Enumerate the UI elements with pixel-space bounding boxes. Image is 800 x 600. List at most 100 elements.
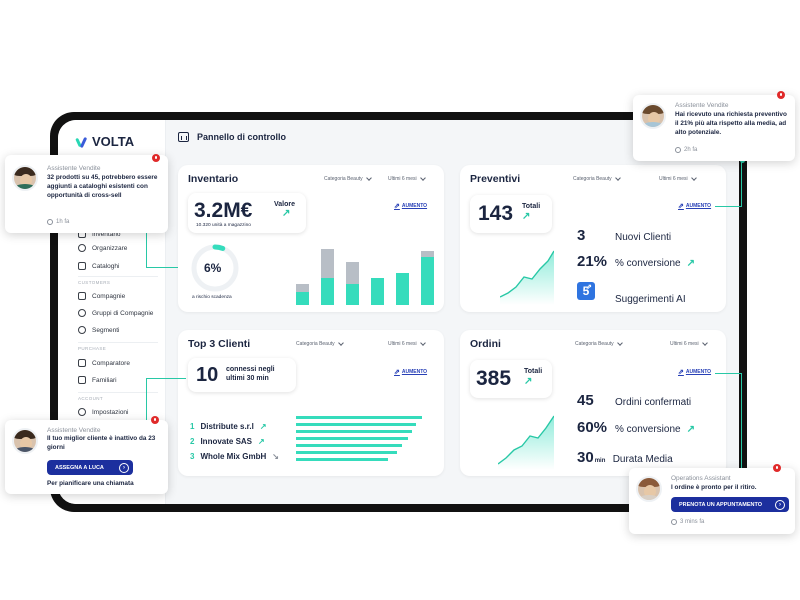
risk-percent: 6% <box>204 261 222 275</box>
period-filter[interactable]: Ultimi 6 mesi <box>388 175 426 182</box>
sidebar-item-label: Impostazioni <box>92 408 129 416</box>
trend-link[interactable]: ⇗ AUMENTO <box>678 202 711 210</box>
notification-sender: Assistente Vendite <box>47 165 101 172</box>
trend-link[interactable]: ⇗ AUMENTO <box>394 368 427 376</box>
metric-row: 60% % conversione ↗ <box>577 419 695 436</box>
sidebar-item-comparatore[interactable]: Comparatore <box>78 359 130 367</box>
book-appointment-button[interactable]: PRENOTA UN APPUNTAMENTO › <box>671 497 789 512</box>
category-filter[interactable]: Categoria Beauty <box>324 175 372 182</box>
sidebar-item-label: Segmenti <box>92 326 120 334</box>
group-icon <box>78 309 86 317</box>
top-clienti-card: Top 3 Clienti Categoria Beauty Ultimi 6 … <box>178 330 444 476</box>
sidebar-item-label: Inventario <box>92 230 121 238</box>
client-row[interactable]: 2 Innovate SAS ↗ <box>190 437 265 446</box>
category-filter[interactable]: Categoria Beauty <box>296 340 344 347</box>
bar-segment-other <box>421 250 434 257</box>
notification-time: 3 mins fa <box>671 519 704 525</box>
total-label: Totali <box>524 368 543 375</box>
app-name: VOLTA <box>92 134 135 149</box>
metric-label: % conversione <box>615 424 681 435</box>
metric-value: 60% <box>577 419 608 436</box>
assign-button[interactable]: ASSEGNA A LUCA › <box>47 460 133 475</box>
arrow-up-right-icon: ↗ <box>258 437 265 446</box>
dashboard-icon <box>178 132 189 142</box>
notification-card[interactable]: Assistente Vendite 32 prodotti su 45, po… <box>5 154 168 233</box>
card-title: Inventario <box>188 173 239 185</box>
bar-segment-main <box>396 273 409 305</box>
notification-sender: Operations Assistant <box>671 475 731 482</box>
chevron-down-icon <box>690 175 697 181</box>
metric-row: 21% % conversione ↗ <box>577 253 695 270</box>
period-filter[interactable]: Ultimi 6 mesi <box>659 175 697 182</box>
metric-value: 21% <box>577 253 608 270</box>
family-icon <box>78 376 86 384</box>
arrow-up-right-icon: ↗ <box>259 422 267 431</box>
notification-card[interactable]: Assistente Vendite Il tuo miglior client… <box>5 416 168 494</box>
connected-box: 10 connessi negli ultimi 30 min <box>188 358 296 392</box>
ai-badge: 5 ⇗ <box>577 282 607 302</box>
client-name: Innovate SAS <box>200 437 253 446</box>
arrow-up-right-icon: ↗ <box>686 424 695 435</box>
sidebar-item-label: Familiari <box>92 376 117 384</box>
metric-value: 30 <box>577 449 594 466</box>
client-activity-bar <box>296 423 417 426</box>
avatar <box>640 103 666 129</box>
notification-card[interactable]: Operations Assistant l ordine è pronto p… <box>629 464 795 534</box>
orders-total: 385 <box>476 367 512 390</box>
avatar <box>636 476 662 502</box>
period-filter[interactable]: Ultimi 6 mesi <box>670 340 708 347</box>
arrow-down-right-icon: ↘ <box>272 452 279 461</box>
filter-label: Ultimi 6 mesi <box>659 176 688 182</box>
sidebar-item-gruppi[interactable]: Gruppi di Compagnie <box>78 309 153 317</box>
client-activity-bar <box>296 430 413 433</box>
category-filter[interactable]: Categoria Beauty <box>573 175 621 182</box>
clients-hbar-chart <box>296 416 436 464</box>
avatar <box>12 428 38 454</box>
inventory-value-box: 3.2M€ Valore ↗ 10.320 unità a magazzino <box>188 193 306 233</box>
sidebar-item-label: Comparatore <box>92 359 130 367</box>
trend-label: AUMENTO <box>401 369 428 375</box>
bar-segment-main <box>421 256 434 305</box>
inventory-bar <box>296 283 309 305</box>
trend-link[interactable]: ⇗ AUMENTO <box>678 368 711 376</box>
trend-link[interactable]: ⇗ AUMENTO <box>394 202 427 210</box>
inventory-bar <box>346 262 359 305</box>
gauge-fill <box>191 244 239 292</box>
area-line <box>498 415 554 465</box>
arrow-up-right-icon: ↗ <box>524 376 533 387</box>
app-logo[interactable]: VOLTA <box>76 134 134 149</box>
notification-card[interactable]: Assistente Vendite Hai ricevuto una rich… <box>633 91 795 161</box>
category-filter[interactable]: Categoria Beauty <box>575 340 623 347</box>
metric-row[interactable]: 5 ⇗ Suggerimenti AI <box>577 282 686 305</box>
connector-line <box>146 230 178 268</box>
client-row[interactable]: 3 Whole Mix GmbH ↘ <box>190 452 279 461</box>
building-icon <box>78 292 86 300</box>
filter-label: Ultimi 6 mesi <box>670 341 699 347</box>
period-filter[interactable]: Ultimi 6 mesi <box>388 340 426 347</box>
avatar <box>12 165 38 191</box>
trend-label: AUMENTO <box>401 203 428 209</box>
volta-logo-icon <box>76 136 88 148</box>
sidebar-item-cataloghi[interactable]: Cataloghi <box>78 262 119 270</box>
button-label: ASSEGNA A LUCA <box>55 464 104 471</box>
notification-sender: Assistente Vendite <box>675 102 729 109</box>
trend-icon: ⇗ <box>394 203 400 210</box>
connector-line <box>715 373 742 473</box>
quotes-total: 143 <box>478 202 514 225</box>
sidebar-item-familiari[interactable]: Familiari <box>78 376 117 384</box>
inventory-bar <box>321 248 334 305</box>
notification-time: 1h fa <box>47 219 69 225</box>
sidebar-item-segmenti[interactable]: Segmenti <box>78 326 119 334</box>
filter-label: Ultimi 6 mesi <box>388 176 417 182</box>
ai-count: 5 <box>577 282 595 300</box>
inventory-bar <box>371 277 384 305</box>
sidebar-item-organizzare[interactable]: Organizzare <box>78 244 127 252</box>
clock-icon <box>47 219 53 225</box>
sidebar-item-impostazioni[interactable]: Impostazioni <box>78 408 129 416</box>
client-row[interactable]: 1 Distribute s.r.l ↗ <box>190 422 267 431</box>
metric-label: Durata Media <box>612 454 673 465</box>
card-title: Ordini <box>470 338 501 350</box>
sidebar-item-compagnie[interactable]: Compagnie <box>78 292 125 300</box>
filter-label: Ultimi 6 mesi <box>388 341 417 347</box>
notification-message: Il tuo miglior cliente è inattivo da 23 … <box>47 435 156 451</box>
